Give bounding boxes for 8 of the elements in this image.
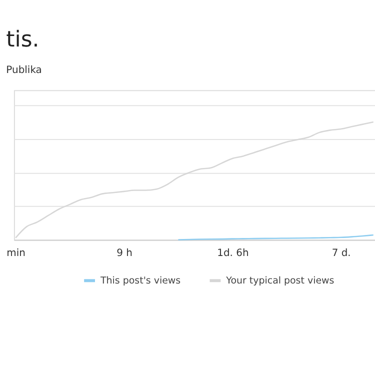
x-tick-label: 9 h: [116, 248, 132, 260]
legend-label: Your typical post views: [225, 276, 334, 287]
chart-title: tis.: [6, 27, 40, 52]
x-tick-label: min: [6, 248, 26, 260]
chart-subtitle: Publika: [6, 65, 42, 76]
legend-label: This post's views: [100, 276, 181, 287]
x-tick-label: 7 d.: [332, 248, 351, 260]
x-tick-label: 1d. 6h: [217, 248, 249, 260]
